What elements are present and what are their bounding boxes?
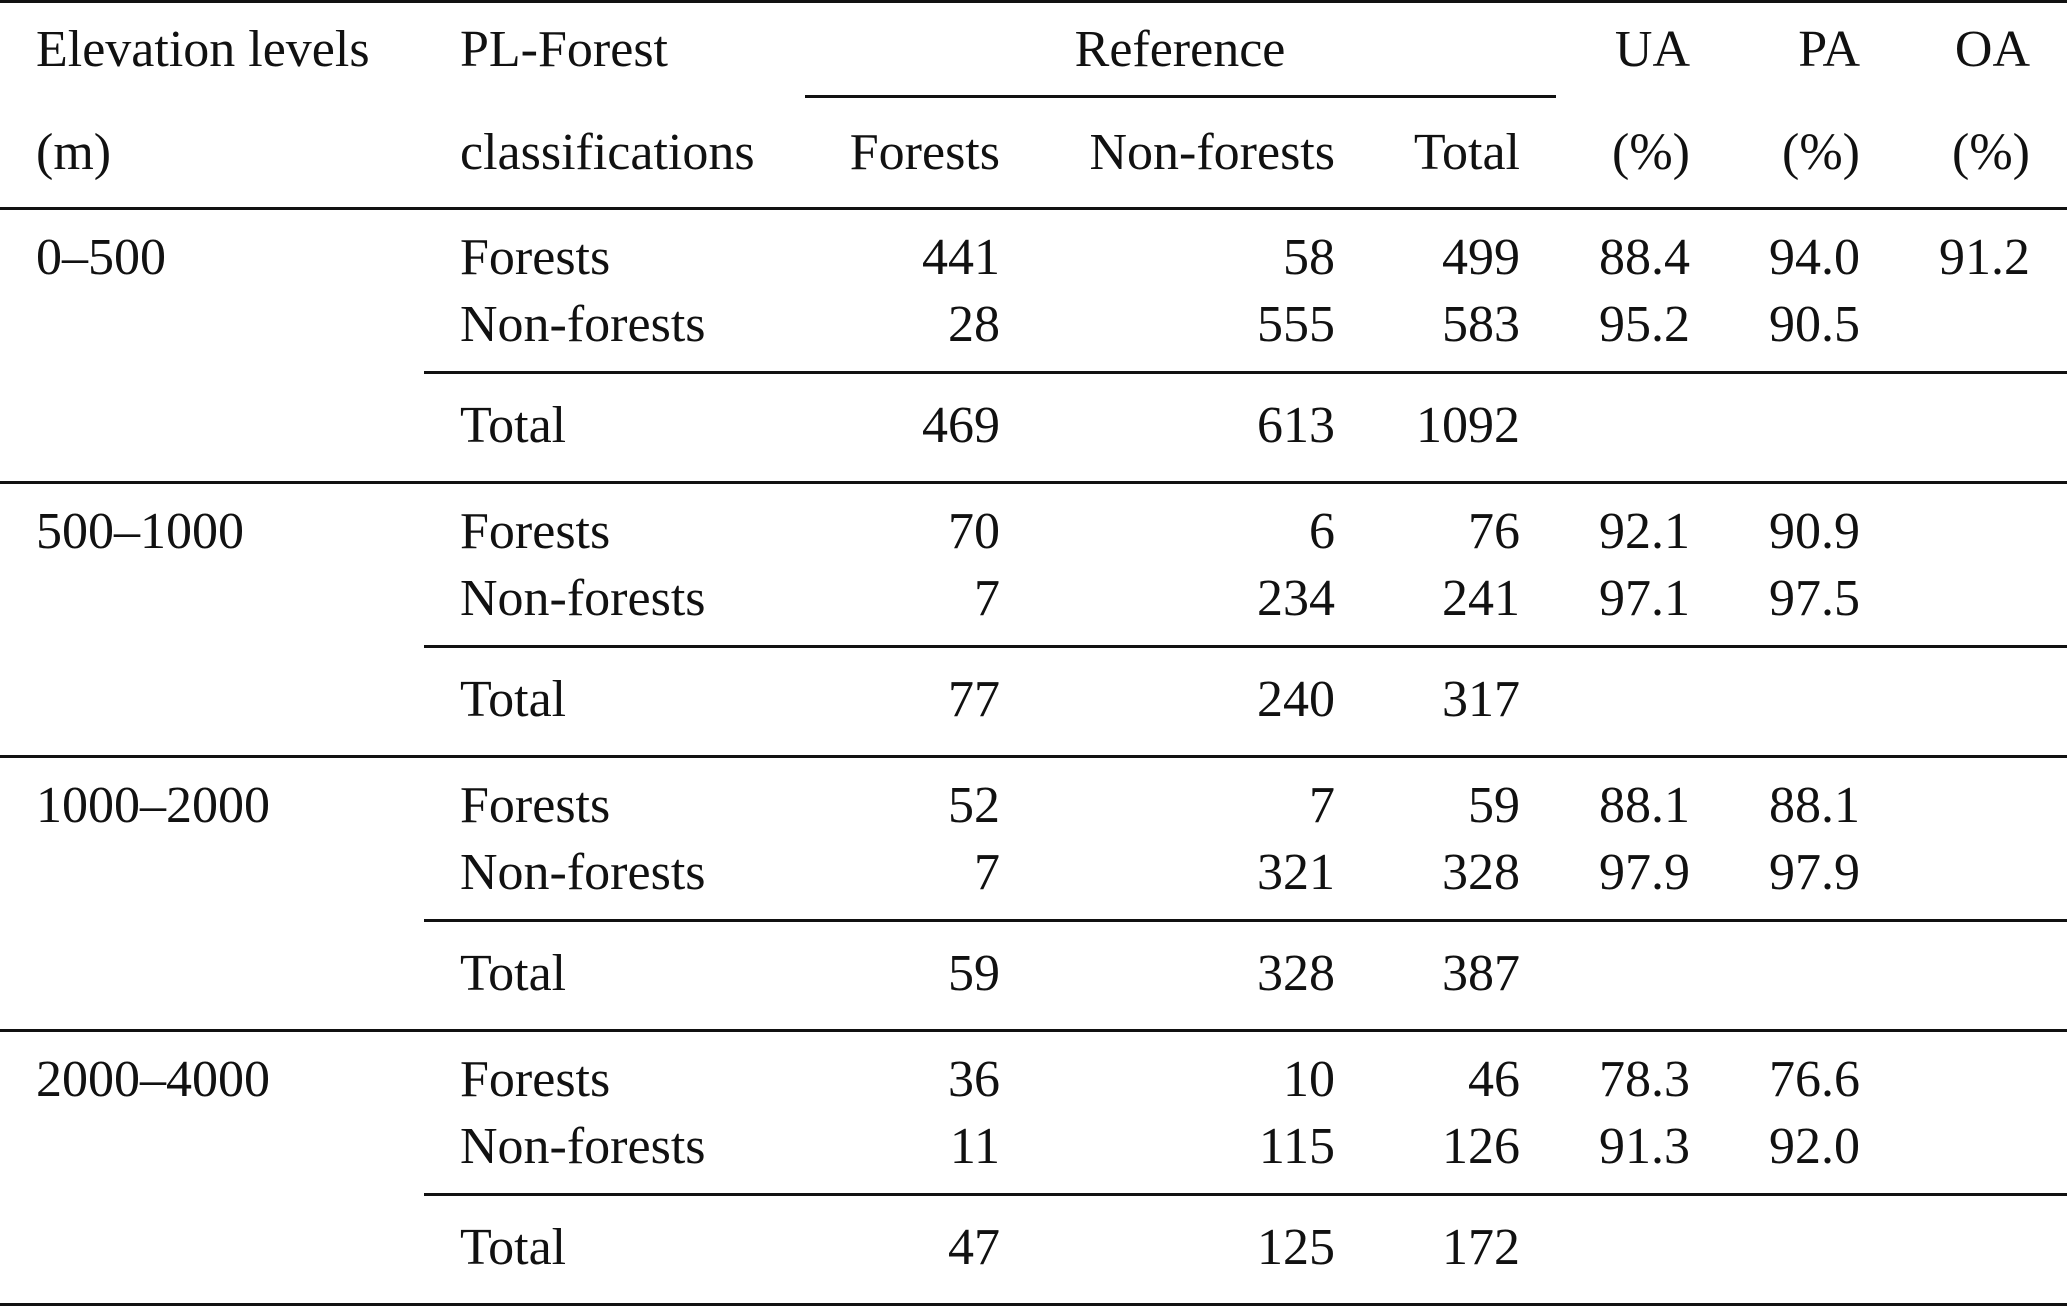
cell-forests: 7	[974, 844, 1000, 901]
group-separator-rule	[0, 755, 2067, 758]
cell-nonforests: 6	[1309, 503, 1335, 560]
total-forests: 469	[922, 397, 1000, 454]
cell-forests: 36	[948, 1051, 1000, 1108]
total-nonforests: 125	[1257, 1219, 1335, 1276]
row-classification: Forests	[460, 229, 611, 286]
cell-total: 46	[1468, 1051, 1520, 1108]
elevation-level: 0–500	[36, 229, 166, 286]
row-classification: Non-forests	[460, 1118, 706, 1175]
row-classification: Non-forests	[460, 570, 706, 627]
cell-forests: 11	[949, 1118, 1000, 1175]
subtotal-rule	[424, 645, 2067, 648]
header-oa-unit: (%)	[1952, 124, 2030, 181]
cell-pa: 97.5	[1769, 570, 1860, 627]
cell-total: 241	[1442, 570, 1520, 627]
cell-pa: 97.9	[1769, 844, 1860, 901]
row-classification: Forests	[460, 503, 611, 560]
cell-forests: 7	[974, 570, 1000, 627]
total-total: 1092	[1416, 397, 1520, 454]
header-reference-nonforests: Non-forests	[1089, 124, 1335, 181]
total-nonforests: 613	[1257, 397, 1335, 454]
row-classification: Forests	[460, 777, 611, 834]
row-classification: Forests	[460, 1051, 611, 1108]
cell-nonforests: 58	[1283, 229, 1335, 286]
total-total: 172	[1442, 1219, 1520, 1276]
cell-forests: 70	[948, 503, 1000, 560]
cell-ua: 78.3	[1599, 1051, 1690, 1108]
cell-total: 76	[1468, 503, 1520, 560]
header-pa-unit: (%)	[1782, 124, 1860, 181]
subtotal-rule	[424, 1193, 2067, 1196]
cell-nonforests: 115	[1258, 1118, 1335, 1175]
cell-pa: 76.6	[1769, 1051, 1860, 1108]
top-rule	[0, 0, 2067, 3]
total-forests: 47	[948, 1219, 1000, 1276]
cell-oa: 91.2	[1939, 229, 2030, 286]
header-reference-total: Total	[1413, 124, 1520, 181]
total-row-label: Total	[460, 945, 567, 1002]
cell-pa: 94.0	[1769, 229, 1860, 286]
elevation-level: 500–1000	[36, 503, 244, 560]
cell-nonforests: 10	[1283, 1051, 1335, 1108]
header-oa: OA	[1954, 21, 2030, 78]
total-row-label: Total	[460, 1219, 567, 1276]
cell-nonforests: 555	[1257, 296, 1335, 353]
cell-pa: 90.9	[1769, 503, 1860, 560]
cell-ua: 97.1	[1599, 570, 1690, 627]
cell-total: 59	[1468, 777, 1520, 834]
subtotal-rule	[424, 371, 2067, 374]
header-reference: Reference	[1074, 21, 1286, 78]
header-pa: PA	[1798, 21, 1860, 78]
header-elevation-levels: Elevation levels	[36, 21, 370, 78]
cell-forests: 28	[948, 296, 1000, 353]
total-nonforests: 240	[1257, 671, 1335, 728]
reference-span-rule	[805, 95, 1556, 98]
cell-total: 499	[1442, 229, 1520, 286]
cell-ua: 91.3	[1599, 1118, 1690, 1175]
cell-forests: 52	[948, 777, 1000, 834]
cell-forests: 441	[922, 229, 1000, 286]
cell-ua: 97.9	[1599, 844, 1690, 901]
total-total: 317	[1442, 671, 1520, 728]
total-row-label: Total	[460, 671, 567, 728]
header-ua-unit: (%)	[1612, 124, 1690, 181]
header-classifications: classifications	[460, 124, 755, 181]
cell-pa: 92.0	[1769, 1118, 1860, 1175]
elevation-level: 1000–2000	[36, 777, 270, 834]
cell-nonforests: 234	[1257, 570, 1335, 627]
cell-ua: 92.1	[1599, 503, 1690, 560]
cell-ua: 88.1	[1599, 777, 1690, 834]
group-separator-rule	[0, 1029, 2067, 1032]
row-classification: Non-forests	[460, 296, 706, 353]
cell-ua: 88.4	[1599, 229, 1690, 286]
cell-nonforests: 321	[1257, 844, 1335, 901]
cell-pa: 90.5	[1769, 296, 1860, 353]
group-separator-rule	[0, 481, 2067, 484]
header-plforest: PL-Forest	[460, 21, 668, 78]
total-nonforests: 328	[1257, 945, 1335, 1002]
cell-total: 328	[1442, 844, 1520, 901]
elevation-level: 2000–4000	[36, 1051, 270, 1108]
cell-pa: 88.1	[1769, 777, 1860, 834]
bottom-rule	[0, 1303, 2067, 1306]
cell-total: 583	[1442, 296, 1520, 353]
cell-ua: 95.2	[1599, 296, 1690, 353]
total-row-label: Total	[460, 397, 567, 454]
header-reference-forests: Forests	[849, 124, 1000, 181]
subtotal-rule	[424, 919, 2067, 922]
cell-nonforests: 7	[1309, 777, 1335, 834]
cell-total: 126	[1442, 1118, 1520, 1175]
total-total: 387	[1442, 945, 1520, 1002]
header-ua: UA	[1614, 21, 1690, 78]
total-forests: 77	[948, 671, 1000, 728]
header-elevation-unit: (m)	[36, 124, 112, 181]
row-classification: Non-forests	[460, 844, 706, 901]
total-forests: 59	[948, 945, 1000, 1002]
header-rule	[0, 207, 2067, 210]
